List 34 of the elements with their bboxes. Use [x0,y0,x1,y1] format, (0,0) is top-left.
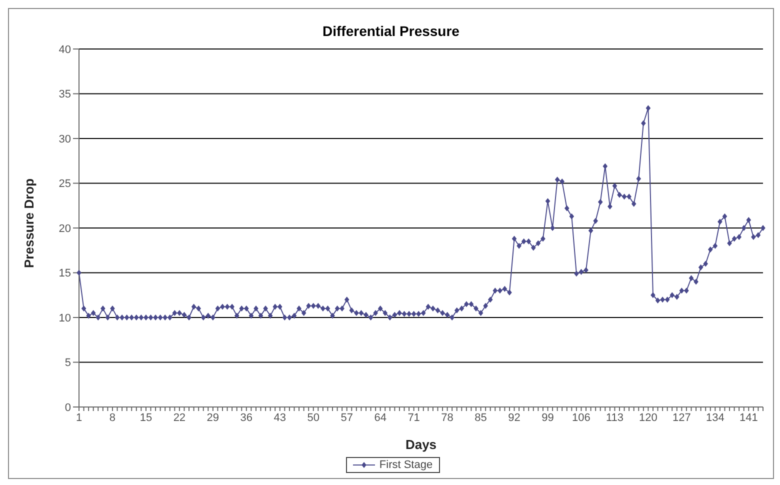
x-tick-label: 22 [173,412,186,424]
x-tick-label: 15 [140,412,152,424]
legend-label: First Stage [378,459,433,471]
x-tick-label: 71 [408,412,420,424]
x-tick-label: 64 [374,412,386,424]
x-tick-label: 43 [274,412,286,424]
x-tick-label: 1 [76,412,82,424]
x-tick-label: 141 [739,412,758,424]
x-tick-label: 78 [441,412,454,424]
x-axis-title: Days [405,437,437,452]
y-axis-title: Pressure Drop [22,178,37,268]
y-tick-label: 0 [64,402,71,414]
y-tick-label: 20 [58,222,71,235]
x-tick-label: 29 [206,412,220,424]
x-tick-label: 92 [508,412,520,424]
y-tick-label: 5 [64,357,71,370]
x-tick-label: 127 [672,412,691,424]
y-tick-label: 40 [58,44,71,56]
x-tick-label: 113 [606,412,624,424]
x-tick-label: 106 [572,412,590,424]
x-tick-label: 85 [474,412,487,424]
y-tick-label: 30 [58,133,71,146]
y-tick-label: 35 [58,88,71,101]
x-tick-label: 57 [340,412,353,424]
y-tick-label: 25 [58,178,71,190]
x-tick-label: 99 [542,412,554,424]
x-tick-label: 50 [307,412,320,424]
y-tick-label: 10 [58,312,71,324]
y-tick-label: 15 [58,268,71,280]
x-tick-label: 120 [639,412,658,424]
x-tick-label: 8 [109,412,116,424]
x-tick-label: 134 [706,412,724,424]
x-tick-label: 36 [240,412,253,424]
chart-title: Differential Pressure [322,23,460,41]
